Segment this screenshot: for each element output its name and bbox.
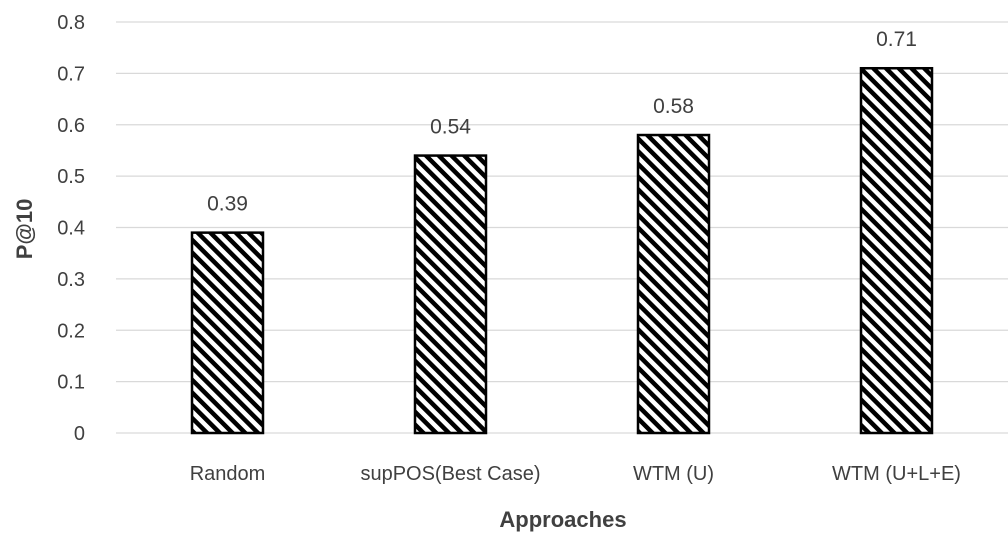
- data-label: 0.71: [876, 28, 917, 51]
- x-axis-ticks: Random supPOS(Best Case) WTM (U) WTM (U+L+E…: [190, 463, 961, 485]
- bar: [413, 154, 488, 435]
- data-label: 0.54: [430, 116, 471, 139]
- y-tick-label: 0.5: [57, 166, 85, 188]
- y-tick-label: 0.2: [57, 320, 85, 342]
- data-label: 0.58: [653, 95, 694, 118]
- bar: [636, 133, 711, 435]
- y-tick-label: 0.6: [57, 115, 85, 137]
- y-tick-label: 0.3: [57, 269, 85, 291]
- bar: [190, 231, 265, 435]
- x-tick-label: Random: [190, 463, 266, 485]
- y-axis-ticks: 0 0.1 0.2 0.3 0.4 0.5 0.6 0.7 0.8: [57, 12, 85, 445]
- gridlines: [116, 21, 1008, 434]
- y-tick-label: 0.8: [57, 12, 85, 34]
- bars: [190, 66, 934, 435]
- y-axis-title: P@10: [12, 199, 37, 260]
- x-tick-label: WTM (U): [633, 463, 714, 485]
- y-tick-label: 0.1: [57, 372, 85, 394]
- data-labels: 0.39 0.54 0.58 0.71: [207, 28, 917, 215]
- bar: [859, 66, 934, 435]
- x-axis-title: Approaches: [499, 507, 626, 532]
- y-tick-label: 0: [74, 423, 85, 445]
- x-tick-label: WTM (U+L+E): [832, 463, 961, 485]
- y-tick-label: 0.7: [57, 63, 85, 85]
- y-tick-label: 0.4: [57, 218, 85, 240]
- x-tick-label: supPOS(Best Case): [360, 463, 540, 485]
- data-label: 0.39: [207, 193, 248, 216]
